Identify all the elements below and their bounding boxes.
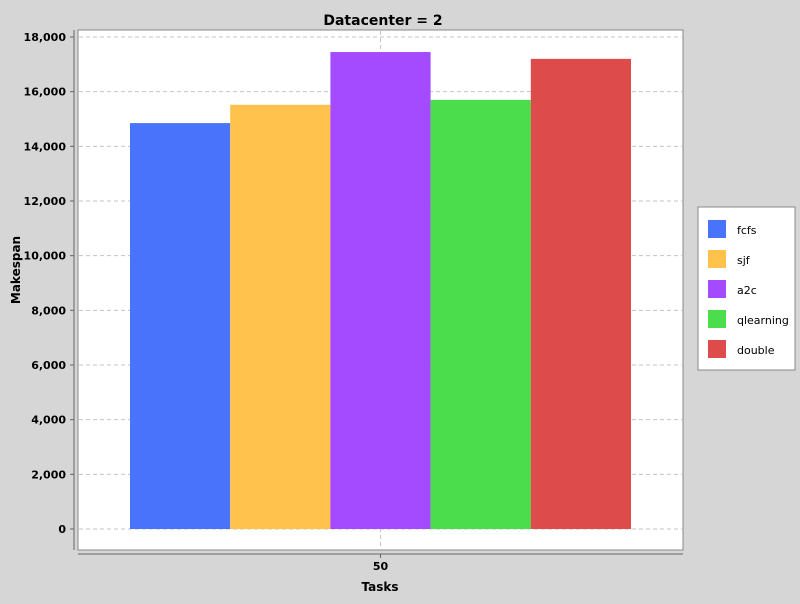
y-tick-label: 12,000 (24, 195, 67, 208)
y-tick-label: 8,000 (31, 304, 66, 317)
y-tick-label: 18,000 (24, 31, 67, 44)
legend-label-a2c: a2c (737, 284, 757, 297)
x-tick-label: 50 (373, 560, 389, 573)
y-tick-label: 14,000 (24, 140, 67, 153)
y-tick-label: 2,000 (31, 468, 66, 481)
legend-label-double: double (737, 344, 775, 357)
y-axis: 0 2,000 4,000 6,000 8,000 10,000 12,000 14,000 1… (24, 30, 75, 550)
legend-swatch-double (708, 340, 726, 358)
y-tick-label: 10,000 (24, 250, 67, 263)
legend-label-fcfs: fcfs (737, 224, 757, 237)
x-axis: 50 (78, 553, 683, 573)
bar-double (530, 58, 631, 529)
bar-a2c (330, 52, 431, 530)
legend-swatch-qlearning (708, 310, 726, 328)
x-axis-label: Tasks (361, 580, 398, 594)
legend-swatch-fcfs (708, 220, 726, 238)
y-tick-label: 6,000 (31, 359, 66, 372)
legend-label-sjf: sjf (737, 254, 751, 267)
y-tick-label: 0 (58, 523, 66, 536)
chart-title: Datacenter = 2 (323, 13, 442, 29)
y-tick-label: 4,000 (31, 414, 66, 427)
bar-qlearning (430, 99, 531, 529)
y-tick-label: 16,000 (24, 86, 67, 99)
legend-label-qlearning: qlearning (737, 314, 789, 327)
bar-sjf (230, 104, 331, 529)
legend-swatch-sjf (708, 250, 726, 268)
bar-fcfs (130, 123, 231, 529)
legend: fcfs sjf a2c qlearning double (697, 206, 796, 371)
y-axis-label: Makespan (9, 236, 23, 304)
bars-layer (130, 52, 631, 530)
legend-swatch-a2c (708, 280, 726, 298)
